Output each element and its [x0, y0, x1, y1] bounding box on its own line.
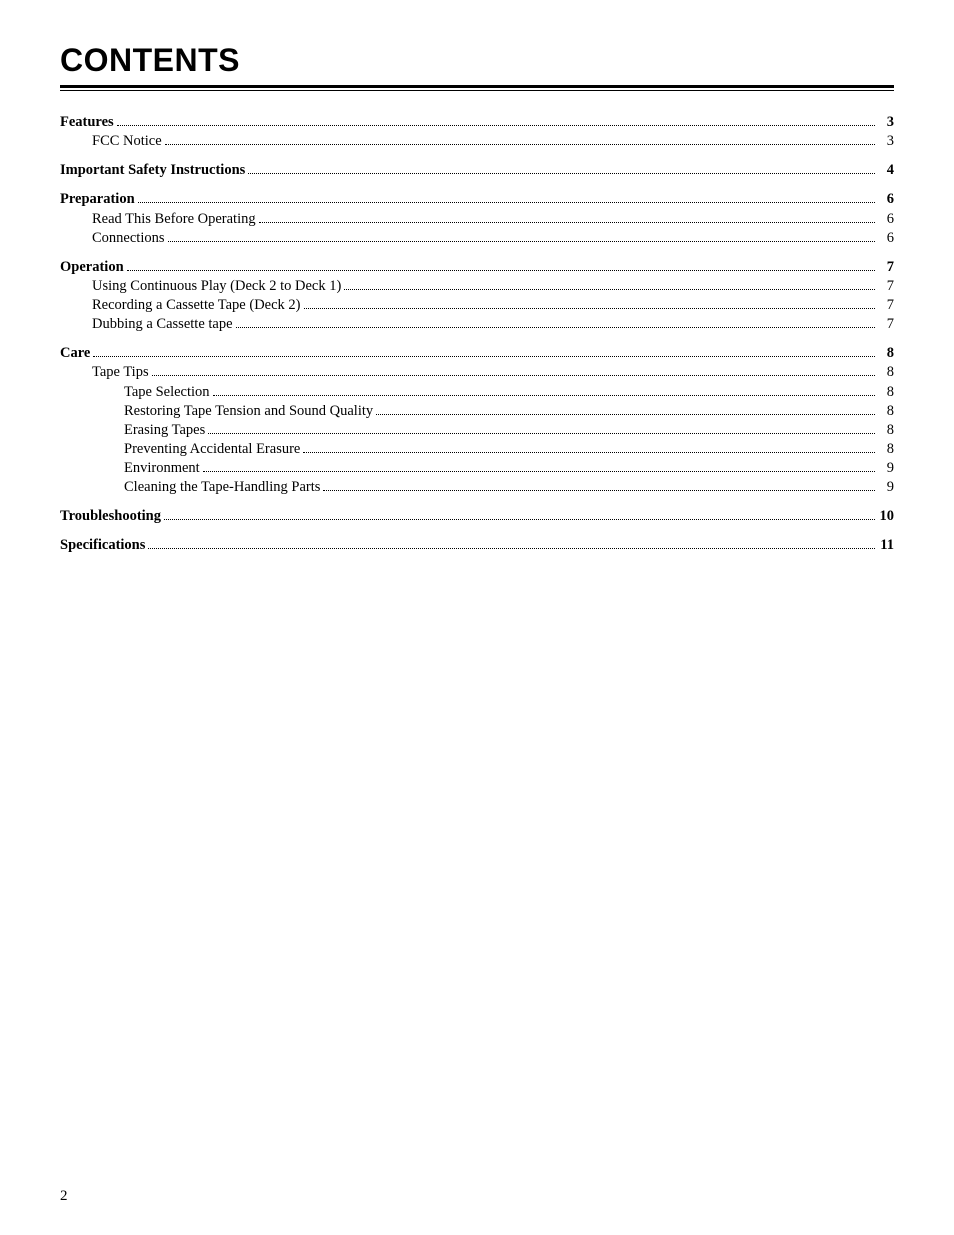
- toc-page: 7: [878, 258, 894, 276]
- toc-leader: [303, 452, 875, 453]
- toc-label: Care: [60, 344, 90, 362]
- toc-page: 3: [878, 132, 894, 150]
- toc-label: Erasing Tapes: [124, 421, 205, 439]
- toc-leader: [323, 490, 875, 491]
- section-gap: [60, 180, 894, 190]
- toc-page: 8: [878, 383, 894, 401]
- toc-page: 4: [878, 161, 894, 179]
- toc-leader: [203, 471, 875, 472]
- section-gap: [60, 151, 894, 161]
- toc-entry: Preparation 6: [60, 190, 894, 208]
- toc-page: 10: [878, 507, 894, 525]
- toc-label: Recording a Cassette Tape (Deck 2): [92, 296, 301, 314]
- toc-leader: [93, 356, 875, 357]
- toc-leader: [376, 414, 875, 415]
- toc-leader: [236, 327, 875, 328]
- toc-leader: [259, 222, 875, 223]
- section-gap: [60, 526, 894, 536]
- toc-page: 8: [878, 344, 894, 362]
- toc-label: Environment: [124, 459, 200, 477]
- toc-page: 7: [878, 315, 894, 333]
- toc-page: 8: [878, 421, 894, 439]
- toc-leader: [164, 519, 875, 520]
- toc-label: FCC Notice: [92, 132, 162, 150]
- section-gap: [60, 248, 894, 258]
- toc-page: 9: [878, 459, 894, 477]
- toc-label: Connections: [92, 229, 165, 247]
- toc-entry: Environment 9: [60, 459, 894, 477]
- page-number: 2: [60, 1188, 68, 1205]
- table-of-contents: Features 3FCC Notice 3Important Safety I…: [60, 113, 894, 555]
- toc-entry: Restoring Tape Tension and Sound Quality…: [60, 402, 894, 420]
- heading-rule-thin: [60, 90, 894, 91]
- toc-page: 6: [878, 190, 894, 208]
- toc-leader: [165, 144, 875, 145]
- toc-label: Preparation: [60, 190, 135, 208]
- toc-entry: Specifications 11: [60, 536, 894, 554]
- toc-label: Troubleshooting: [60, 507, 161, 525]
- toc-page: 8: [878, 440, 894, 458]
- toc-page: 7: [878, 277, 894, 295]
- toc-page: 6: [878, 229, 894, 247]
- toc-leader: [344, 289, 875, 290]
- toc-leader: [138, 202, 875, 203]
- toc-leader: [213, 395, 875, 396]
- toc-page: 11: [878, 536, 894, 554]
- section-gap: [60, 497, 894, 507]
- toc-entry: Important Safety Instructions 4: [60, 161, 894, 179]
- toc-leader: [208, 433, 875, 434]
- toc-entry: Care 8: [60, 344, 894, 362]
- toc-leader: [304, 308, 876, 309]
- toc-entry: FCC Notice 3: [60, 132, 894, 150]
- toc-leader: [127, 270, 875, 271]
- section-gap: [60, 334, 894, 344]
- toc-page: 8: [878, 363, 894, 381]
- toc-entry: Dubbing a Cassette tape 7: [60, 315, 894, 333]
- toc-entry: Troubleshooting 10: [60, 507, 894, 525]
- heading-rule-thick: [60, 85, 894, 88]
- toc-entry: Using Continuous Play (Deck 2 to Deck 1)…: [60, 277, 894, 295]
- toc-entry: Features 3: [60, 113, 894, 131]
- toc-leader: [152, 375, 875, 376]
- toc-label: Specifications: [60, 536, 145, 554]
- toc-label: Read This Before Operating: [92, 210, 256, 228]
- toc-label: Tape Selection: [124, 383, 210, 401]
- toc-entry: Connections 6: [60, 229, 894, 247]
- toc-page: 6: [878, 210, 894, 228]
- toc-entry: Tape Tips 8: [60, 363, 894, 381]
- toc-leader: [117, 125, 875, 126]
- toc-page: 3: [878, 113, 894, 131]
- toc-entry: Operation 7: [60, 258, 894, 276]
- toc-label: Cleaning the Tape-Handling Parts: [124, 478, 320, 496]
- toc-label: Dubbing a Cassette tape: [92, 315, 233, 333]
- toc-entry: Tape Selection 8: [60, 383, 894, 401]
- toc-entry: Recording a Cassette Tape (Deck 2) 7: [60, 296, 894, 314]
- toc-label: Important Safety Instructions: [60, 161, 245, 179]
- toc-entry: Cleaning the Tape-Handling Parts 9: [60, 478, 894, 496]
- toc-page: 9: [878, 478, 894, 496]
- toc-label: Restoring Tape Tension and Sound Quality: [124, 402, 373, 420]
- toc-entry: Preventing Accidental Erasure 8: [60, 440, 894, 458]
- toc-leader: [168, 241, 876, 242]
- toc-label: Using Continuous Play (Deck 2 to Deck 1): [92, 277, 341, 295]
- toc-leader: [248, 173, 875, 174]
- toc-label: Features: [60, 113, 114, 131]
- toc-page: 8: [878, 402, 894, 420]
- toc-label: Tape Tips: [92, 363, 149, 381]
- toc-entry: Read This Before Operating 6: [60, 210, 894, 228]
- toc-page: 7: [878, 296, 894, 314]
- toc-label: Preventing Accidental Erasure: [124, 440, 300, 458]
- toc-entry: Erasing Tapes 8: [60, 421, 894, 439]
- toc-leader: [148, 548, 875, 549]
- toc-label: Operation: [60, 258, 124, 276]
- contents-heading: CONTENTS: [60, 42, 894, 79]
